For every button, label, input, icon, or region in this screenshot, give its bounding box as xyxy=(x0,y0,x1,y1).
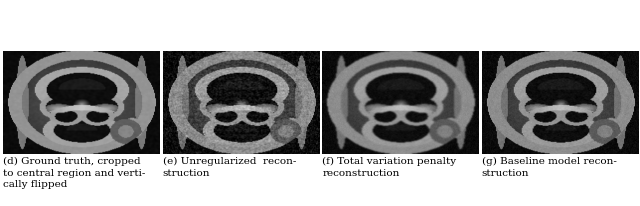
Text: (e) Unregularized  recon-
struction: (e) Unregularized recon- struction xyxy=(163,157,296,177)
Text: (g) Baseline model recon-
struction: (g) Baseline model recon- struction xyxy=(482,157,616,177)
Text: (f) Total variation penalty
reconstruction: (f) Total variation penalty reconstructi… xyxy=(322,157,456,177)
Text: (d) Ground truth, cropped
to central region and verti-
cally flipped: (d) Ground truth, cropped to central reg… xyxy=(3,157,145,188)
